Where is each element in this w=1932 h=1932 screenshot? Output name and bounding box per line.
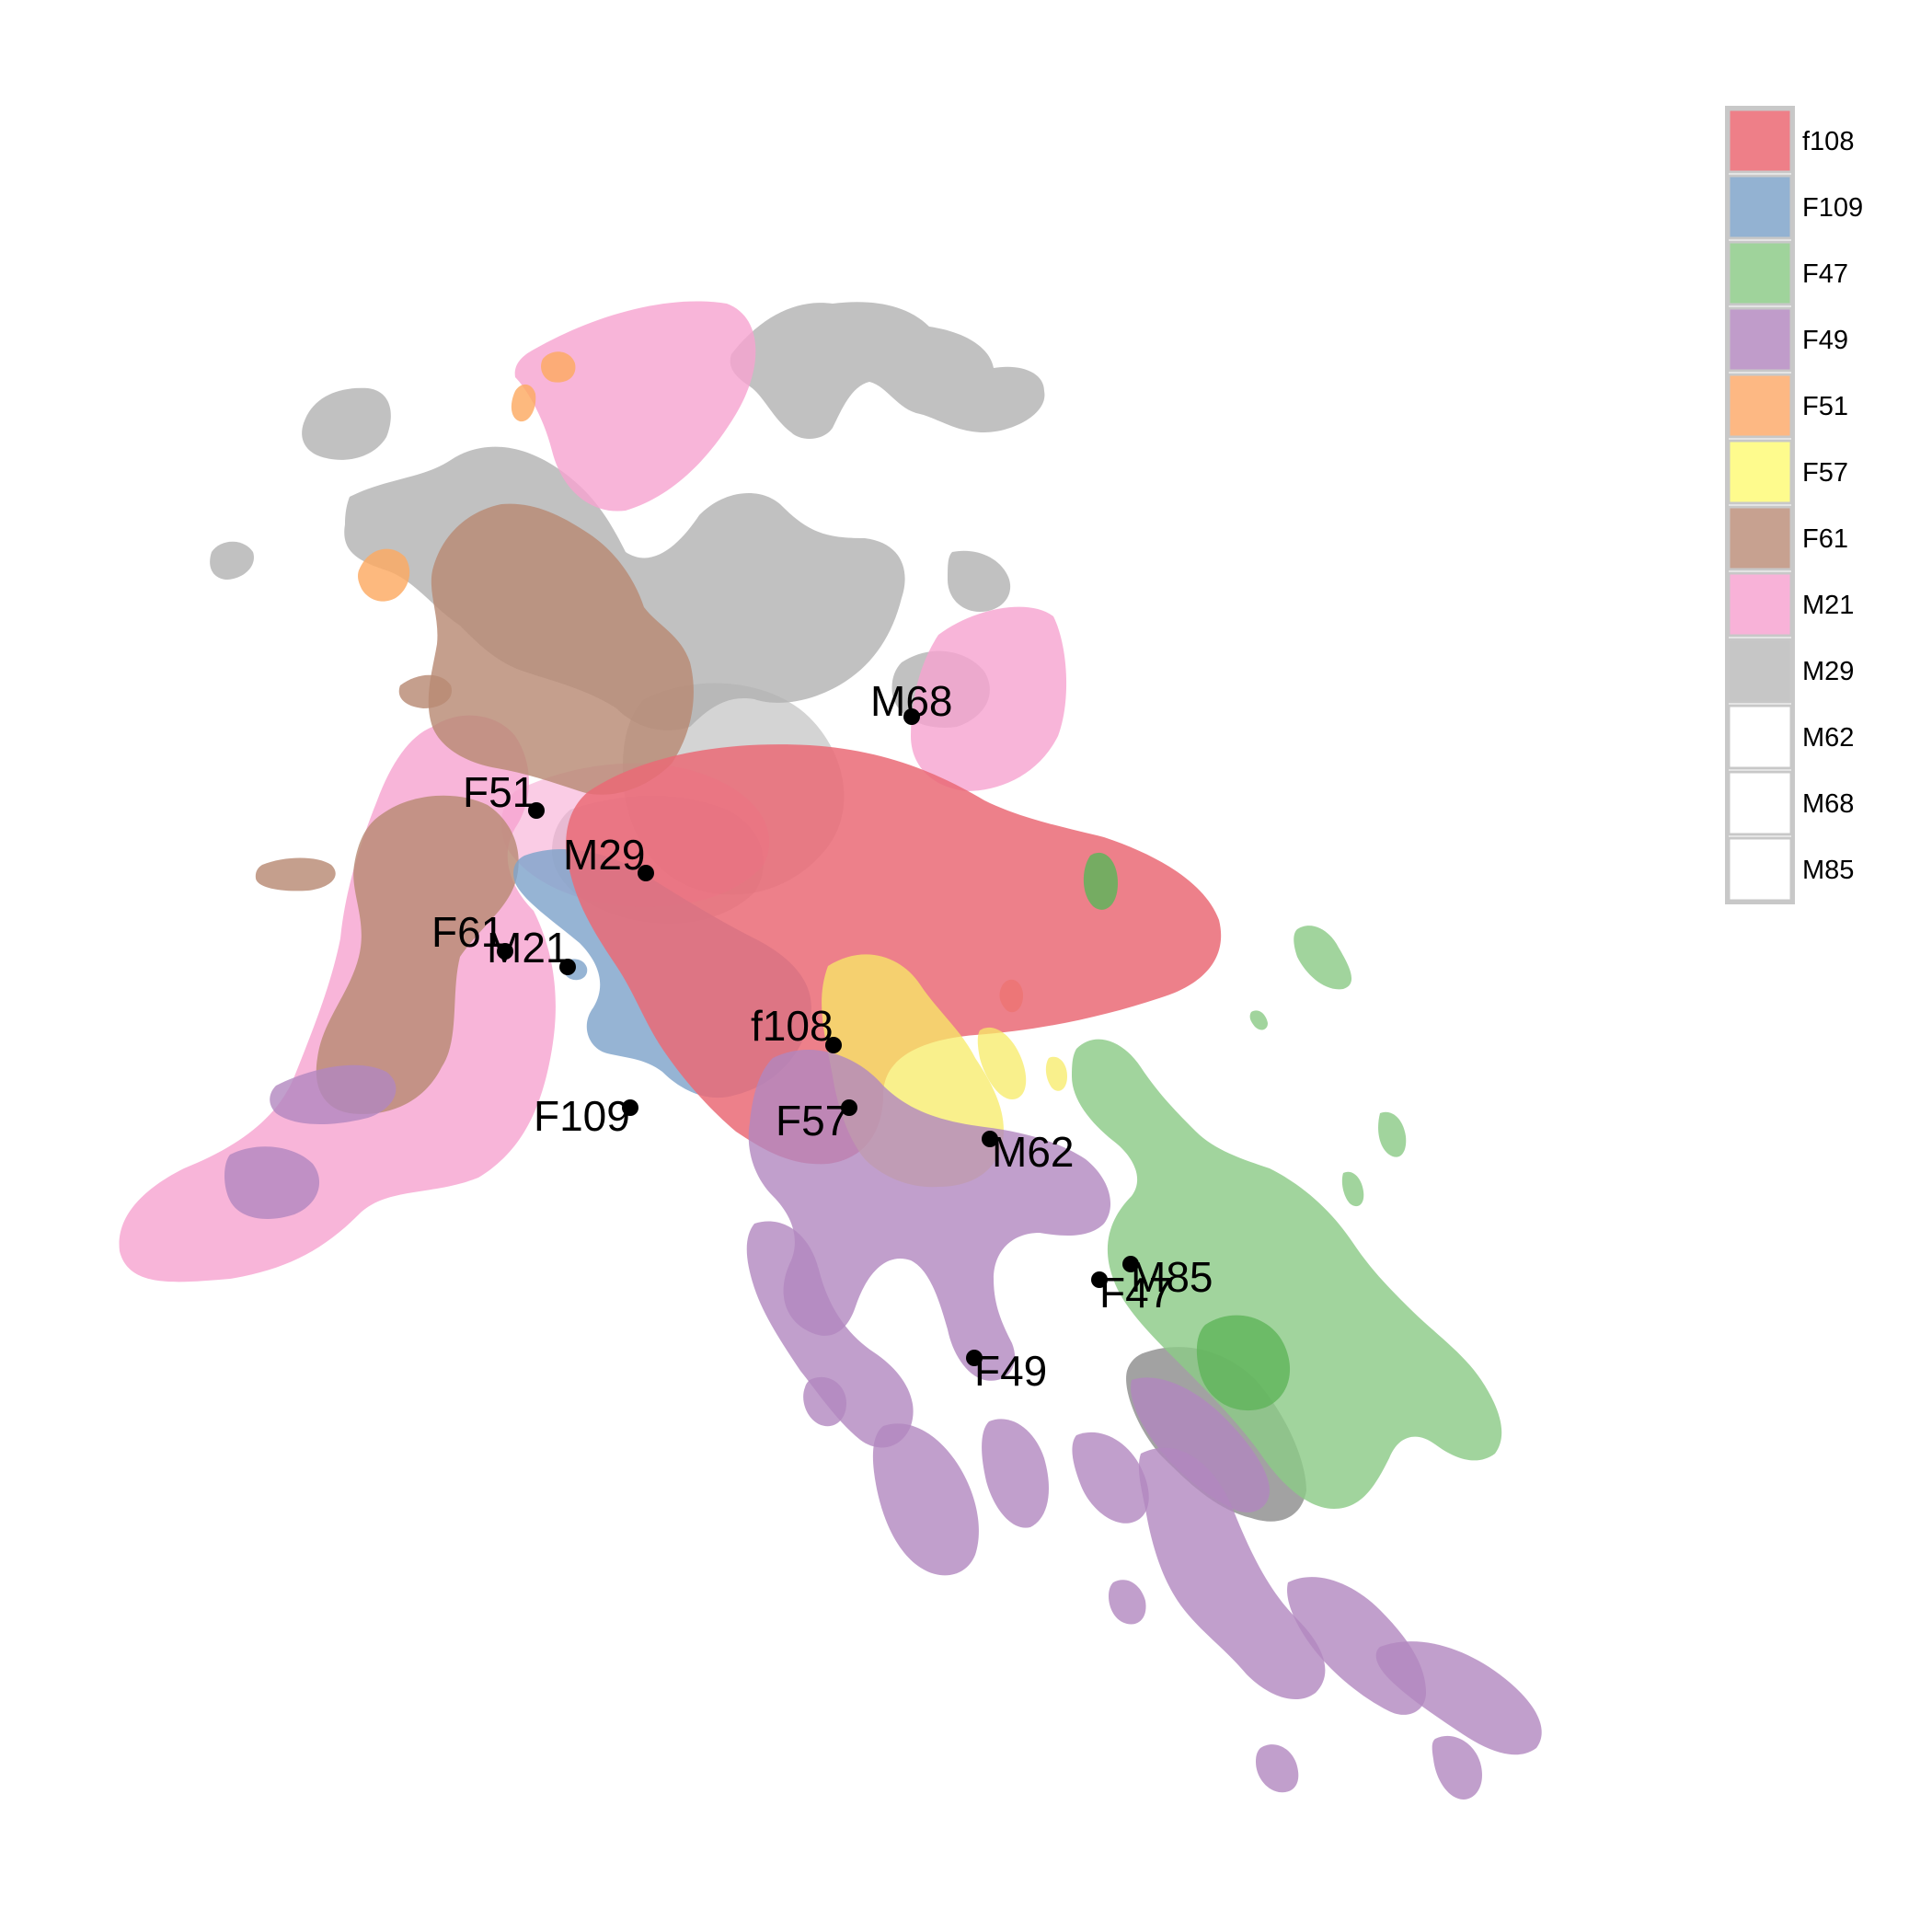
density-f47 bbox=[1072, 852, 1502, 1509]
point-marker-f108 bbox=[825, 1037, 842, 1053]
density-f108 bbox=[566, 744, 1222, 1165]
legend-key-m62 bbox=[1727, 704, 1793, 770]
legend: f108 F109 F47 F49 F51 F57 F61 M21 M29 M62 M68 M85 bbox=[1725, 106, 1863, 904]
point-marker-m68 bbox=[903, 708, 920, 725]
point-label-m21: M21 bbox=[487, 924, 569, 972]
legend-key-f51 bbox=[1727, 373, 1793, 439]
legend-label-f57: F57 bbox=[1802, 458, 1848, 488]
density-regions bbox=[119, 301, 1542, 1800]
legend-label-f51: F51 bbox=[1802, 392, 1848, 421]
density-f49 bbox=[224, 1050, 1542, 1800]
point-marker-f57 bbox=[841, 1099, 857, 1116]
point-label-f51: F51 bbox=[463, 768, 535, 816]
point-marker-m21 bbox=[559, 959, 576, 975]
point-label-f61: F61 bbox=[431, 908, 504, 956]
legend-label-m62: M62 bbox=[1802, 723, 1854, 753]
point-label-m62: M62 bbox=[992, 1128, 1074, 1176]
point-marker-m62 bbox=[982, 1131, 998, 1147]
legend-key-m29 bbox=[1727, 638, 1793, 704]
legend-label-f61: F61 bbox=[1802, 524, 1848, 554]
point-label-f57: F57 bbox=[776, 1097, 848, 1144]
point-marker-f49 bbox=[966, 1350, 983, 1366]
legend-label-m68: M68 bbox=[1802, 789, 1854, 819]
legend-key-m85 bbox=[1727, 836, 1793, 903]
legend-frame bbox=[1725, 106, 1795, 904]
legend-label-m21: M21 bbox=[1802, 591, 1854, 620]
legend-key-f49 bbox=[1727, 306, 1793, 373]
point-label-f49: F49 bbox=[974, 1347, 1047, 1395]
legend-label-f108: f108 bbox=[1802, 127, 1854, 156]
legend-key-f108 bbox=[1727, 108, 1793, 174]
legend-key-f109 bbox=[1727, 174, 1793, 240]
point-label-f108: f108 bbox=[751, 1002, 834, 1050]
point-label-f109: F109 bbox=[534, 1092, 630, 1140]
density-f61 bbox=[255, 503, 694, 1114]
legend-label-m29: M29 bbox=[1802, 657, 1854, 686]
legend-key-f57 bbox=[1727, 439, 1793, 505]
point-label-m68: M68 bbox=[870, 677, 952, 725]
legend-key-f61 bbox=[1727, 505, 1793, 571]
legend-key-m68 bbox=[1727, 770, 1793, 836]
point-marker-f47 bbox=[1091, 1271, 1108, 1288]
point-marker-f109 bbox=[622, 1099, 638, 1116]
legend-key-m21 bbox=[1727, 571, 1793, 638]
point-marker-f51 bbox=[528, 802, 545, 819]
legend-label-f47: F47 bbox=[1802, 259, 1848, 289]
point-marker-f61 bbox=[497, 943, 513, 960]
point-label-f47: F47 bbox=[1099, 1269, 1172, 1317]
point-marker-m29 bbox=[638, 865, 654, 881]
legend-label-f109: F109 bbox=[1802, 193, 1863, 223]
point-label-m85: M85 bbox=[1131, 1253, 1213, 1301]
legend-label-m85: M85 bbox=[1802, 856, 1854, 885]
legend-key-f47 bbox=[1727, 240, 1793, 306]
point-marker-m85 bbox=[1122, 1256, 1139, 1272]
point-label-m29: M29 bbox=[563, 831, 645, 879]
legend-label-f49: F49 bbox=[1802, 326, 1848, 355]
